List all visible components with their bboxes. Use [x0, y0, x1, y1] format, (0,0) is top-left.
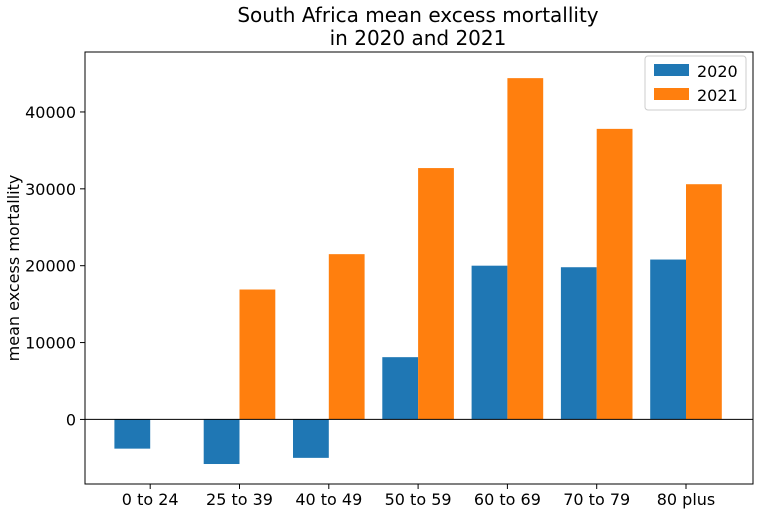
bar-2020-0-to-24	[114, 419, 151, 449]
x-tick-label: 80 plus	[657, 490, 716, 509]
bar-2020-60-to-69	[471, 265, 508, 420]
x-tick-label: 0 to 24	[122, 490, 179, 509]
bar-2021-70-to-79	[596, 128, 633, 420]
bars-group	[114, 78, 722, 465]
x-tick-label: 40 to 49	[295, 490, 362, 509]
legend-swatch-2021	[654, 88, 689, 100]
x-tick-label: 25 to 39	[206, 490, 273, 509]
bar-2021-60-to-69	[507, 78, 544, 420]
y-tick-label: 20000	[25, 257, 76, 276]
chart-title-line-2: in 2020 and 2021	[330, 26, 507, 50]
legend: 2020 2021	[644, 55, 747, 111]
y-axis-label: mean excess mortallity	[4, 175, 23, 362]
y-tick-label: 30000	[25, 180, 76, 199]
bar-2021-25-to-39	[239, 289, 276, 420]
legend-label-2021: 2021	[697, 86, 738, 105]
x-tick-label: 50 to 59	[385, 490, 452, 509]
x-tick-label: 70 to 79	[563, 490, 630, 509]
bar-2020-70-to-79	[560, 267, 597, 420]
bar-2021-80-plus	[686, 184, 722, 420]
bar-2020-80-plus	[650, 259, 686, 420]
bar-2021-50-to-59	[418, 168, 454, 420]
x-tick-label: 60 to 69	[474, 490, 541, 509]
bar-2020-40-to-49	[293, 419, 329, 458]
y-tick-label: 40000	[25, 103, 76, 122]
y-tick-label: 0	[66, 410, 76, 429]
bar-2020-50-to-59	[382, 357, 419, 420]
chart-title-line-1: South Africa mean excess mortallity	[237, 3, 598, 27]
axes-group: 0 10000 20000 30000 40000 0 to 24 25 to 39 40 t…	[25, 51, 754, 509]
legend-label-2020: 2020	[697, 62, 738, 81]
legend-swatch-2020	[654, 64, 689, 76]
y-tick-label: 10000	[25, 334, 76, 353]
bar-2021-40-to-49	[328, 254, 365, 420]
plot-frame	[84, 51, 754, 485]
bar-2020-25-to-39	[203, 419, 240, 465]
